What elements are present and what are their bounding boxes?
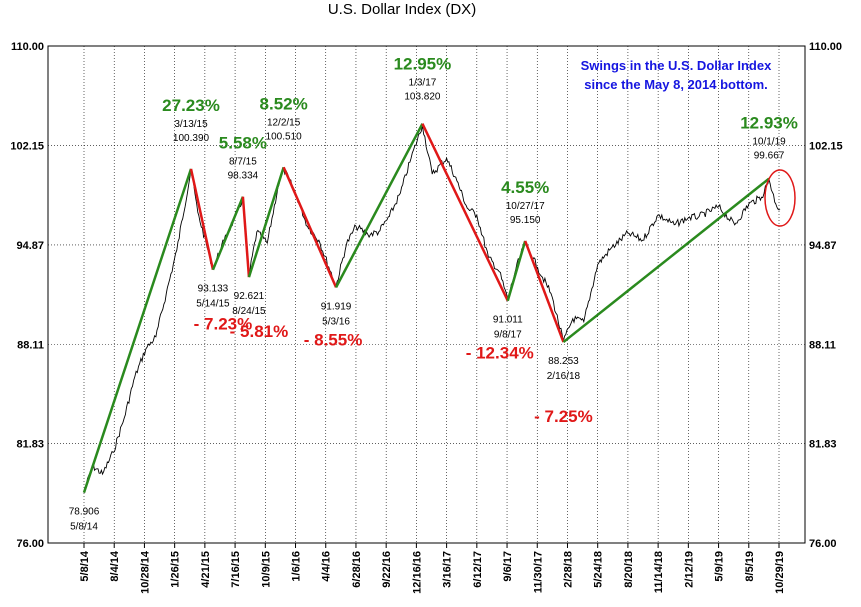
swing-up-line	[506, 240, 527, 302]
swing-up-line	[247, 166, 285, 278]
recent-top-highlight	[764, 169, 796, 227]
swing-down-line	[421, 123, 509, 302]
swing-up-line	[211, 196, 245, 271]
x-tick-label: 10/28/14	[139, 550, 151, 594]
y-tick-label-left: 102.15	[10, 141, 44, 153]
annotation-line-1: Swings in the U.S. Dollar Index	[581, 58, 772, 73]
pivot-value-label: 95.150	[510, 215, 541, 226]
gain-label: 4.55%	[501, 178, 549, 197]
x-tick-label: 12/16/16	[411, 551, 423, 594]
x-tick-label: 9/22/16	[381, 551, 393, 588]
y-tick-label-left: 76.00	[16, 538, 44, 550]
loss-label: - 7.23%	[194, 315, 253, 334]
plot-area	[47, 45, 806, 544]
x-tick-label: 5/8/14	[79, 550, 91, 581]
x-tick-label: 7/16/15	[230, 551, 242, 588]
x-tick-label: 10/9/15	[260, 551, 272, 588]
swing-lines	[82, 123, 770, 493]
y-tick-label-right: 102.15	[809, 141, 843, 153]
pivot-date-label: 10/1/19	[752, 137, 786, 148]
x-tick-label: 2/28/18	[562, 551, 574, 588]
swing-up-line	[562, 177, 770, 344]
x-tick-label: 6/12/17	[472, 551, 484, 588]
loss-label: - 5.81%	[230, 322, 289, 341]
y-tick-label-right: 88.11	[809, 339, 836, 351]
pivot-value-label: 78.906	[69, 507, 100, 518]
x-tick-label: 5/9/19	[714, 551, 726, 582]
loss-label: - 8.55%	[304, 330, 363, 349]
pivot-value-label: 100.510	[266, 131, 303, 142]
y-tick-label-right: 94.87	[809, 240, 837, 252]
pivot-date-label: 1/3/17	[409, 78, 437, 89]
y-tick-label-right: 110.00	[809, 41, 842, 53]
pivot-value-label: 91.919	[321, 301, 352, 312]
pivot-date-label: 2/16/18	[547, 371, 581, 382]
pivot-date-label: 12/2/15	[267, 117, 301, 128]
x-tick-label: 11/30/17	[532, 551, 544, 593]
pivot-value-label: 92.621	[234, 291, 265, 302]
y-axis-left: 110.00 102.15 94.87 88.11 81.83 76.00	[10, 41, 44, 550]
annotation-line-2: since the May 8, 2014 bottom.	[584, 77, 768, 92]
pivot-value-label: 88.253	[548, 356, 579, 367]
x-tick-label: 5/24/18	[593, 551, 605, 588]
x-tick-label: 11/14/18	[653, 551, 665, 593]
swing-down-line	[241, 196, 251, 278]
pivot-value-label: 100.390	[173, 133, 210, 144]
gain-label: 12.93%	[740, 114, 798, 133]
y-tick-label-right: 76.00	[809, 538, 837, 550]
x-tick-label: 8/20/18	[623, 551, 635, 588]
x-tick-label: 4/21/15	[200, 551, 212, 588]
x-axis: 5/8/14 8/4/14 10/28/14 1/26/15 4/21/15 7/16/1…	[79, 543, 786, 594]
x-tick-label: 9/6/17	[502, 551, 514, 582]
pivot-date-label: 10/27/17	[506, 201, 545, 212]
pivot-date-label: 5/14/15	[196, 299, 230, 310]
x-tick-label: 1/6/16	[291, 551, 303, 582]
x-tick-label: 3/16/17	[442, 551, 454, 588]
swing-down-line	[282, 166, 338, 288]
price-line	[83, 125, 781, 493]
price-series	[83, 125, 781, 493]
y-tick-label-right: 81.83	[809, 439, 837, 451]
x-tick-label: 8/4/14	[109, 550, 121, 581]
pivot-labels: 78.906 5/8/14 27.23% 3/13/15 100.390 93.133 5/…	[69, 55, 798, 533]
x-tick-label: 10/29/19	[774, 551, 786, 594]
chart-title: U.S. Dollar Index (DX)	[328, 1, 476, 18]
pivot-date-label: 5/8/14	[70, 522, 98, 533]
gain-label: 12.95%	[394, 55, 452, 74]
pivot-value-label: 91.011	[493, 315, 523, 326]
pivot-date-label: 5/3/16	[322, 316, 350, 327]
swing-up-line	[334, 123, 424, 288]
y-tick-label-left: 94.87	[16, 240, 44, 252]
pivot-value-label: 93.133	[198, 284, 229, 295]
swing-down-line	[524, 240, 565, 343]
x-tick-label: 4/4/16	[321, 551, 333, 582]
pivot-value-label: 98.334	[228, 171, 259, 182]
y-tick-label-left: 81.83	[16, 439, 44, 451]
x-tick-label: 2/12/19	[683, 551, 695, 588]
pivot-date-label: 9/8/17	[494, 330, 522, 341]
gain-label: 5.58%	[219, 134, 267, 153]
y-tick-label-left: 88.11	[17, 339, 44, 351]
y-tick-label-left: 110.00	[11, 41, 44, 53]
swing-down-line	[189, 168, 215, 271]
pivot-date-label: 8/7/15	[229, 157, 257, 168]
swing-up-line	[82, 168, 193, 493]
pivot-date-label: 3/13/15	[174, 119, 208, 130]
loss-label: - 12.34%	[466, 344, 534, 363]
x-tick-label: 8/5/19	[744, 551, 756, 582]
loss-label: - 7.25%	[534, 407, 593, 426]
pivot-value-label: 99.667	[754, 151, 785, 162]
x-tick-label: 6/28/16	[351, 551, 363, 588]
x-tick-label: 1/26/15	[170, 551, 182, 588]
pivot-date-label: 8/24/15	[232, 306, 266, 317]
gain-label: 8.52%	[260, 94, 308, 113]
gain-label: 27.23%	[162, 96, 220, 115]
pivot-value-label: 103.820	[404, 92, 441, 103]
y-axis-right: 110.00 102.15 94.87 88.11 81.83 76.00	[809, 41, 843, 550]
gridlines	[48, 46, 805, 543]
